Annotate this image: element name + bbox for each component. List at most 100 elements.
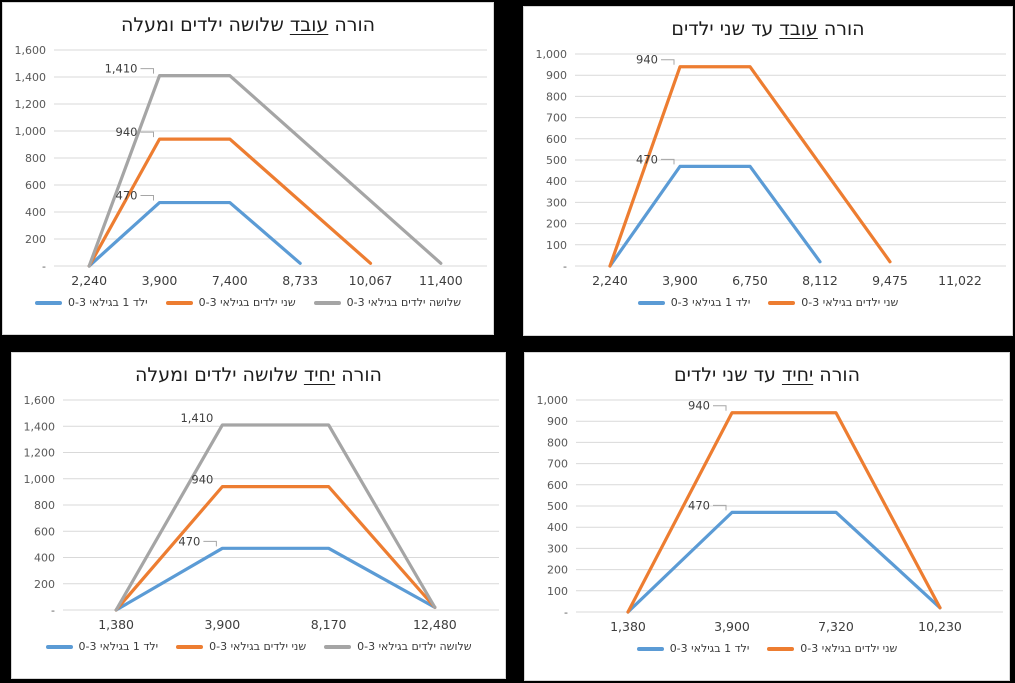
x-tick-label: 8,170 <box>311 617 347 632</box>
data-label-leader-line <box>140 195 154 201</box>
data-label: 940 <box>191 473 213 487</box>
legend-item: שני ילדים בגילאי 0-3 <box>165 296 296 309</box>
series-line-0 <box>87 200 302 268</box>
data-label: 470 <box>688 498 710 512</box>
x-tick-label: 3,900 <box>714 619 750 634</box>
y-tick-label: 500 <box>546 154 567 167</box>
data-label: 470 <box>116 189 138 203</box>
legend-line-marker <box>767 646 795 651</box>
data-label: 470 <box>178 534 200 548</box>
y-axis-labels: - 200 400 600 800 1,000 1,200 1,400 1,600 <box>15 44 47 273</box>
y-tick-label: 900 <box>546 69 567 82</box>
y-tick-label: - <box>564 606 568 619</box>
y-tick-label: 1,200 <box>15 98 47 111</box>
chart-title-text: הורה <box>335 364 382 386</box>
gridlines <box>54 49 487 267</box>
y-tick-label: - <box>563 260 567 273</box>
line-chart-plot: - 200 400 600 800 1,000 1,200 1,400 1,600 1,380 3,… <box>24 394 499 632</box>
y-tick-label: 1,600 <box>15 44 47 57</box>
x-tick-label: 6,750 <box>732 273 768 288</box>
legend-item: שני ילדים בגילאי 0-3 <box>176 640 306 653</box>
series-line-1 <box>626 411 942 614</box>
x-tick-label: 11,022 <box>938 273 982 288</box>
chart-panel-working-parent-three-plus-children: הורה עובד שלושה ילדים ומעלה - 200 400 600 80… <box>2 2 494 335</box>
chart-legend: ילד 1 בגילאי 0-3 שני ילדים בגילאי 0-3 שלוש… <box>45 640 472 653</box>
y-axis-labels: - 200 400 600 800 1,000 1,200 1,400 1,600 <box>24 394 56 617</box>
data-labels: 470 940 1,410 <box>105 62 154 203</box>
series-line-1 <box>114 485 437 612</box>
chart-title-underlined-word: יחיד <box>781 364 814 386</box>
legend-label: ילד 1 בגילאי 0-3 <box>78 640 159 653</box>
y-tick-label: 200 <box>34 578 55 591</box>
x-tick-label: 1,380 <box>610 619 646 634</box>
data-labels: 470 940 1,410 <box>178 411 217 548</box>
legend-label: שני ילדים בגילאי 0-3 <box>198 296 296 309</box>
y-tick-label: 300 <box>547 542 568 555</box>
series-line-1 <box>87 137 373 268</box>
legend-line-marker <box>637 300 665 305</box>
x-tick-label: 3,900 <box>142 273 178 288</box>
y-tick-label: 1,000 <box>24 473 56 486</box>
gridlines <box>63 399 499 611</box>
y-tick-label: 600 <box>34 525 55 538</box>
y-tick-label: 800 <box>34 499 55 512</box>
series-line-2 <box>87 74 443 268</box>
x-tick-label: 8,733 <box>282 273 318 288</box>
x-axis-labels: 1,380 3,900 8,170 12,480 <box>98 617 457 632</box>
series-lines <box>608 65 892 268</box>
data-label-leader-line <box>713 504 727 511</box>
x-tick-label: 3,900 <box>662 273 698 288</box>
y-tick-label: 800 <box>25 152 46 165</box>
y-tick-label: 400 <box>25 206 46 219</box>
data-label-leader-line <box>203 540 217 547</box>
legend-item: ילד 1 בגילאי 0-3 <box>637 296 751 309</box>
y-tick-label: 1,000 <box>536 48 568 61</box>
chart-title: הורה יחיד עד שני ילדים <box>674 362 860 388</box>
data-label-leader-line <box>140 68 154 74</box>
x-axis-labels: 2,240 3,900 7,400 8,733 10,067 11,400 <box>71 273 462 288</box>
legend-line-marker <box>45 644 73 649</box>
y-tick-label: 700 <box>547 458 568 471</box>
y-tick-label: 700 <box>546 112 567 125</box>
y-tick-label: 500 <box>547 500 568 513</box>
chart-legend: ילד 1 בגילאי 0-3 שני ילדים בגילאי 0-3 <box>636 642 897 655</box>
legend-item: שלושה ילדים בגילאי 0-3 <box>313 296 461 309</box>
series-line-0 <box>114 546 437 612</box>
legend-item: שני ילדים בגילאי 0-3 <box>767 642 897 655</box>
data-label: 940 <box>116 125 138 139</box>
y-tick-label: 800 <box>547 436 568 449</box>
data-labels: 470 940 <box>688 399 727 512</box>
data-label-leader-line <box>661 59 675 65</box>
chart-title: הורה עובד שלושה ילדים ומעלה <box>121 12 375 38</box>
x-tick-label: 2,240 <box>592 273 628 288</box>
x-tick-label: 8,112 <box>802 273 838 288</box>
legend-label: שלושה ילדים בגילאי 0-3 <box>346 296 461 309</box>
legend-label: ילד 1 בגילאי 0-3 <box>68 296 148 309</box>
chart-title-text: שלושה ילדים ומעלה <box>135 364 304 386</box>
legend-line-marker <box>768 300 796 305</box>
y-tick-label: 1,600 <box>24 394 56 407</box>
x-tick-label: 3,900 <box>204 617 240 632</box>
y-axis-labels: - 100 200 300 400 500 600 700 800 900 1,000 <box>536 48 568 273</box>
legend-label: ילד 1 בגילאי 0-3 <box>669 642 750 655</box>
y-tick-label: 200 <box>547 564 568 577</box>
series-line-2 <box>114 423 437 612</box>
legend-line-marker <box>176 644 204 649</box>
series-line-0 <box>626 510 942 614</box>
y-tick-label: 600 <box>547 479 568 492</box>
chart-legend: ילד 1 בגילאי 0-3 שני ילדים בגילאי 0-3 <box>637 296 898 309</box>
legend-label: ילד 1 בגילאי 0-3 <box>670 296 751 309</box>
y-axis-labels: - 100 200 300 400 500 600 700 800 900 1,000 <box>537 394 569 619</box>
data-label-leader-line <box>140 131 154 138</box>
legend-label: שני ילדים בגילאי 0-3 <box>800 642 898 655</box>
chart-title-text: שלושה ילדים ומעלה <box>120 14 290 36</box>
y-tick-label: 1,000 <box>537 394 569 407</box>
legend-line-marker <box>636 646 664 651</box>
y-tick-label: 400 <box>547 521 568 534</box>
y-tick-label: 1,200 <box>24 447 56 460</box>
legend-item: שלושה ילדים בגילאי 0-3 <box>324 640 472 653</box>
chart-panel-single-parent-three-plus-children: הורה יחיד שלושה ילדים ומעלה - 200 400 600 80… <box>11 352 506 679</box>
legend-line-marker <box>165 300 193 305</box>
y-tick-label: 1,000 <box>15 125 47 138</box>
